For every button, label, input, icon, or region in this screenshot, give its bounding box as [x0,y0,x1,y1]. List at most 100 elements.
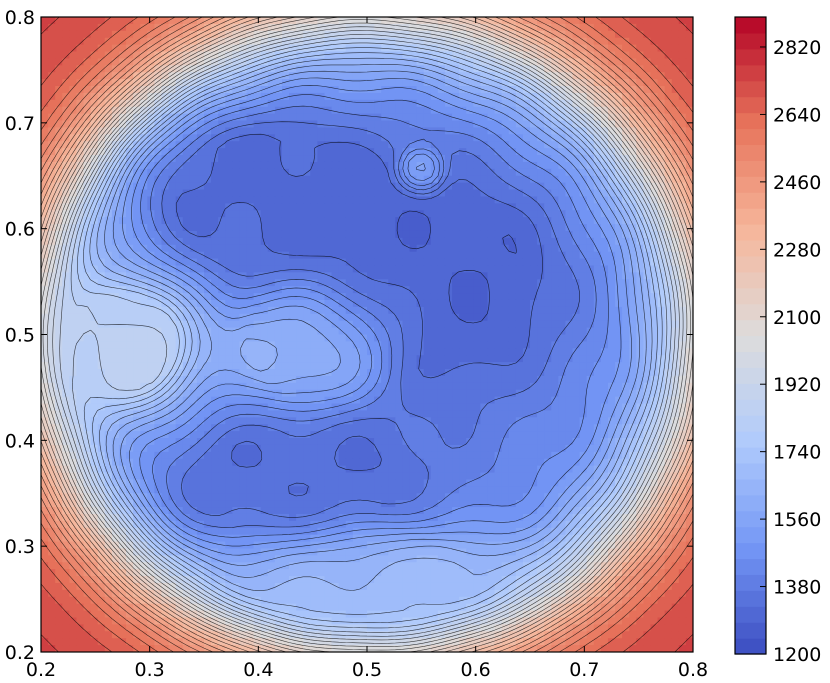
contour-cell [501,113,510,122]
contour-cell [629,79,637,87]
contour-cell [232,251,241,260]
contour-cell [104,120,113,129]
contour-cell [260,17,269,25]
contour-cell [175,65,184,73]
contour-cell [374,168,382,177]
contour-cell [430,58,439,66]
contour-cell [41,230,49,239]
contour-cell [678,320,687,329]
contour-cell [600,99,609,108]
contour-cell [494,251,503,260]
contour-cell [211,30,219,39]
contour-cell [515,44,524,53]
contour-cell [515,203,524,211]
contour-cell [352,369,361,377]
contour-cell [600,251,609,260]
contour-cell [515,113,524,122]
contour-cell [444,30,453,39]
contour-cell [622,182,630,191]
contour-cell [211,375,219,384]
contour-cell [487,65,496,73]
contour-cell [388,44,396,53]
contour-cell [671,23,680,32]
contour-cell [175,99,184,108]
contour-cell [310,210,318,218]
contour-cell [586,30,595,39]
contour-cell [416,272,425,280]
contour-cell [246,134,255,142]
contour-cell [409,30,418,39]
contour-cell [636,196,644,204]
contour-cell [381,341,389,349]
contour-cell [381,203,389,211]
contour-cell [352,168,361,177]
contour-cell [657,203,666,211]
contour-cell [211,51,219,60]
contour-cell [494,272,503,280]
contour-cell [586,203,595,211]
contour-cell [430,251,439,260]
contour-cell [593,189,602,198]
contour-cell [140,293,148,301]
contour-cell [48,99,56,108]
contour-cell [522,161,531,170]
contour-cell [239,37,248,46]
contour-cell [615,334,623,342]
contour-cell [494,224,503,232]
contour-cell [494,120,503,129]
contour-cell [83,362,92,370]
contour-cell [430,348,439,356]
contour-cell [168,86,177,94]
contour-cell [480,299,489,308]
contour-cell [331,51,340,60]
contour-cell [395,86,404,94]
contour-cell [196,106,205,115]
contour-cell [296,237,304,246]
contour-cell [69,382,78,391]
contour-cell [515,92,524,101]
contour-cell [501,99,510,108]
contour-cell [345,127,354,135]
contour-cell [48,175,56,184]
contour-cell [374,224,382,232]
contour-cell [558,30,567,39]
contour-cell [97,141,106,149]
contour-cell [90,341,99,349]
contour-cell [352,265,361,273]
contour-cell [558,17,567,25]
contour-cell [537,168,545,177]
contour-cell [133,341,141,349]
contour-cell [118,17,127,25]
contour-cell [579,265,588,273]
contour-cell [437,327,446,336]
contour-cell [551,327,559,336]
contour-cell [678,106,687,115]
contour-cell [530,230,538,239]
contour-cell [657,334,666,342]
contour-cell [225,348,233,356]
contour-cell [204,161,212,170]
contour-cell [97,134,106,142]
contour-cell [402,37,411,46]
contour-cell [515,99,524,108]
contour-cell [402,375,411,384]
contour-cell [664,113,673,122]
contour-cell [225,265,233,273]
contour-cell [296,134,304,142]
contour-cell [615,161,623,170]
contour-cell [104,44,113,53]
contour-cell [239,327,248,336]
contour-cell [133,334,141,342]
contour-cell [501,272,510,280]
contour-cell [267,258,276,267]
contour-cell [246,65,255,73]
contour-cell [459,58,467,66]
contour-cell [671,155,680,163]
contour-cell [182,299,191,308]
contour-cell [225,155,233,163]
contour-cell [607,196,616,204]
contour-cell [530,306,538,315]
contour-cell [154,369,163,377]
contour-cell [260,203,269,211]
contour-cell [331,141,340,149]
